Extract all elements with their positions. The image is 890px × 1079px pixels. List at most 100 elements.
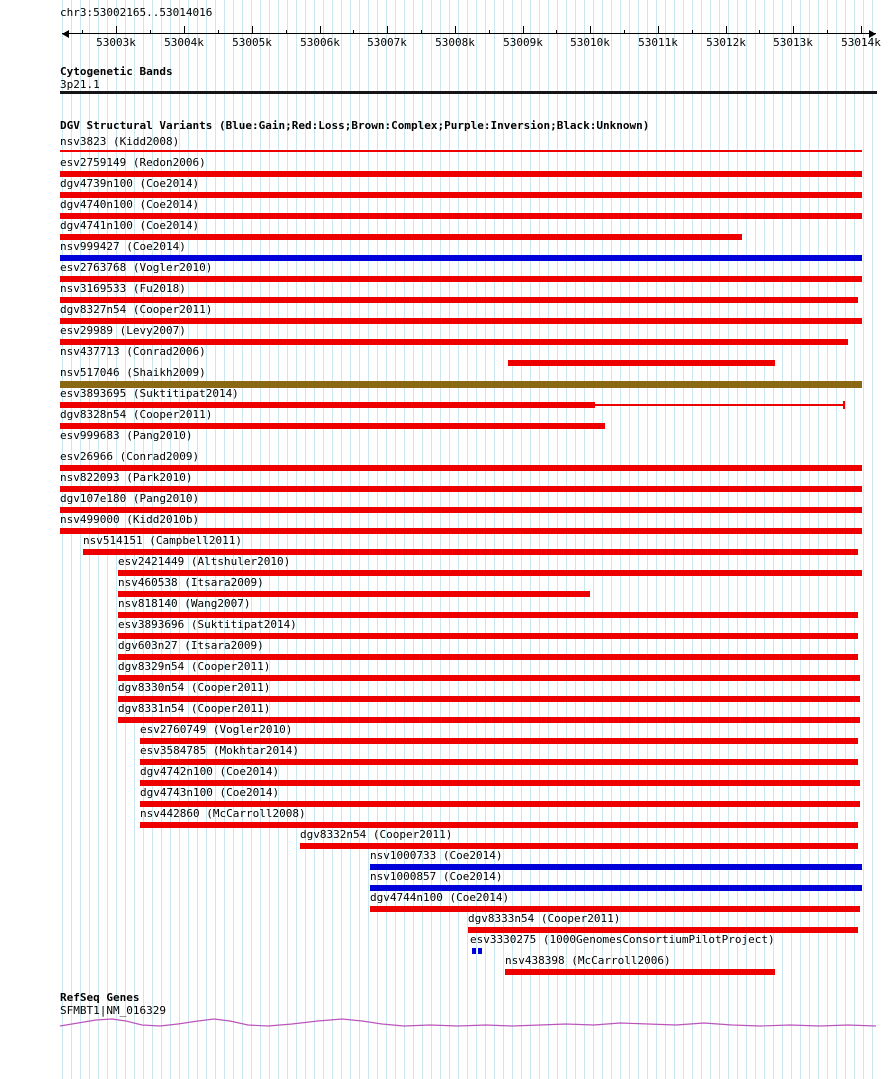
variant-bar[interactable] <box>60 192 862 198</box>
ruler-tick <box>252 26 253 33</box>
variant-bar[interactable] <box>843 401 845 409</box>
variant-bar[interactable] <box>60 171 862 177</box>
variant-label[interactable]: nsv460538 (Itsara2009) <box>118 576 264 589</box>
variant-bar[interactable] <box>60 234 742 240</box>
variant-label[interactable]: esv2421449 (Altshuler2010) <box>118 555 291 568</box>
variant-bar[interactable] <box>60 150 862 152</box>
variant-bar[interactable] <box>60 423 605 429</box>
ruler-tick <box>116 26 117 33</box>
variant-label[interactable]: esv2760749 (Vogler2010) <box>140 723 293 736</box>
cytoband-bar[interactable] <box>60 91 877 94</box>
ruler-tick <box>523 26 524 33</box>
variant-bar[interactable] <box>118 633 858 639</box>
variant-bar[interactable] <box>60 381 862 388</box>
variant-bar[interactable] <box>468 927 858 933</box>
variant-label[interactable]: nsv818140 (Wang2007) <box>118 597 251 610</box>
variant-label[interactable]: dgv8329n54 (Cooper2011) <box>118 660 271 673</box>
ruler-minor-tick <box>692 30 693 33</box>
variant-label[interactable]: dgv8328n54 (Cooper2011) <box>60 408 213 421</box>
variant-bar[interactable] <box>60 402 595 408</box>
variant-label[interactable]: dgv8332n54 (Cooper2011) <box>300 828 453 841</box>
ruler-minor-tick <box>556 30 557 33</box>
variant-bar[interactable] <box>140 801 860 807</box>
variant-bar[interactable] <box>118 696 860 702</box>
variant-bar[interactable] <box>60 465 862 471</box>
gene-curve-path[interactable] <box>59 1018 877 1027</box>
variant-bar[interactable] <box>60 255 862 261</box>
variant-label[interactable]: dgv4744n100 (Coe2014) <box>370 891 510 904</box>
variant-bar[interactable] <box>118 717 860 723</box>
gene-curve[interactable] <box>0 1012 890 1034</box>
variant-bar[interactable] <box>595 404 844 406</box>
variant-label[interactable]: nsv499000 (Kidd2010b) <box>60 513 200 526</box>
variant-label[interactable]: esv26966 (Conrad2009) <box>60 450 200 463</box>
variant-bar[interactable] <box>140 780 860 786</box>
variant-label[interactable]: nsv3169533 (Fu2018) <box>60 282 186 295</box>
variant-bar[interactable] <box>370 864 862 870</box>
ruler-minor-tick <box>353 30 354 33</box>
variant-label[interactable]: nsv1000857 (Coe2014) <box>370 870 503 883</box>
variant-label[interactable]: dgv603n27 (Itsara2009) <box>118 639 264 652</box>
variant-bar[interactable] <box>118 654 858 660</box>
variant-label[interactable]: dgv4743n100 (Coe2014) <box>140 786 280 799</box>
variant-bar[interactable] <box>370 885 862 891</box>
variant-label[interactable]: esv2759149 (Redon2006) <box>60 156 206 169</box>
variant-bar[interactable] <box>60 528 862 534</box>
variant-label[interactable]: dgv8327n54 (Cooper2011) <box>60 303 213 316</box>
variant-label[interactable]: dgv4741n100 (Coe2014) <box>60 219 200 232</box>
variant-bar[interactable] <box>300 843 858 849</box>
variant-bar[interactable] <box>140 738 858 744</box>
variant-label[interactable]: dgv4742n100 (Coe2014) <box>140 765 280 778</box>
variant-label[interactable]: esv2763768 (Vogler2010) <box>60 261 213 274</box>
variant-bar[interactable] <box>60 276 862 282</box>
variant-bar[interactable] <box>118 591 590 597</box>
variant-bar[interactable] <box>118 675 860 681</box>
variant-label[interactable]: esv3330275 (1000GenomesConsortiumPilotPr… <box>470 933 775 946</box>
variant-label[interactable]: nsv438398 (McCarroll2006) <box>505 954 671 967</box>
variant-bar[interactable] <box>140 822 858 828</box>
ruler-tick-label: 53010k <box>570 36 610 49</box>
variant-bar[interactable] <box>370 906 860 912</box>
variant-bar[interactable] <box>60 213 862 219</box>
variant-label[interactable]: esv29989 (Levy2007) <box>60 324 186 337</box>
variant-bar[interactable] <box>478 948 482 954</box>
variant-label[interactable]: nsv1000733 (Coe2014) <box>370 849 503 862</box>
gene-label[interactable]: SFMBT1|NM_016329 <box>60 1004 166 1017</box>
variant-bar[interactable] <box>60 486 862 492</box>
variant-bar[interactable] <box>508 360 775 366</box>
variant-label[interactable]: esv3893695 (Suktitipat2014) <box>60 387 239 400</box>
ruler-tick-label: 53007k <box>367 36 407 49</box>
variant-bar[interactable] <box>118 612 858 618</box>
variant-bar[interactable] <box>140 759 858 765</box>
variant-bar[interactable] <box>60 339 848 345</box>
variant-bar[interactable] <box>505 969 775 975</box>
variant-label[interactable]: nsv3823 (Kidd2008) <box>60 135 180 148</box>
variant-bar[interactable] <box>60 318 862 324</box>
variant-bar[interactable] <box>60 507 862 513</box>
variant-label[interactable]: nsv442860 (McCarroll2008) <box>140 807 306 820</box>
variant-label[interactable]: dgv8331n54 (Cooper2011) <box>118 702 271 715</box>
ruler-left-arrow-icon <box>62 30 69 38</box>
variant-label[interactable]: nsv517046 (Shaikh2009) <box>60 366 206 379</box>
variant-bar[interactable] <box>60 297 858 303</box>
variant-label[interactable]: nsv999427 (Coe2014) <box>60 240 186 253</box>
variant-label[interactable]: dgv8333n54 (Cooper2011) <box>468 912 621 925</box>
variant-label[interactable]: nsv514151 (Campbell2011) <box>83 534 242 547</box>
variant-label[interactable]: nsv437713 (Conrad2006) <box>60 345 206 358</box>
variant-label[interactable]: esv999683 (Pang2010) <box>60 429 193 442</box>
variant-label[interactable]: dgv4739n100 (Coe2014) <box>60 177 200 190</box>
variant-label[interactable]: dgv107e180 (Pang2010) <box>60 492 200 505</box>
variant-label[interactable]: esv3893696 (Suktitipat2014) <box>118 618 297 631</box>
ruler-tick <box>726 26 727 33</box>
variant-bar[interactable] <box>83 549 858 555</box>
variant-label[interactable]: dgv4740n100 (Coe2014) <box>60 198 200 211</box>
variant-bar[interactable] <box>472 948 476 954</box>
variant-bar[interactable] <box>118 570 862 576</box>
variant-label[interactable]: nsv822093 (Park2010) <box>60 471 193 484</box>
ruler-minor-tick <box>624 30 625 33</box>
variant-label[interactable]: dgv8330n54 (Cooper2011) <box>118 681 271 694</box>
variant-label[interactable]: esv3584785 (Mokhtar2014) <box>140 744 299 757</box>
